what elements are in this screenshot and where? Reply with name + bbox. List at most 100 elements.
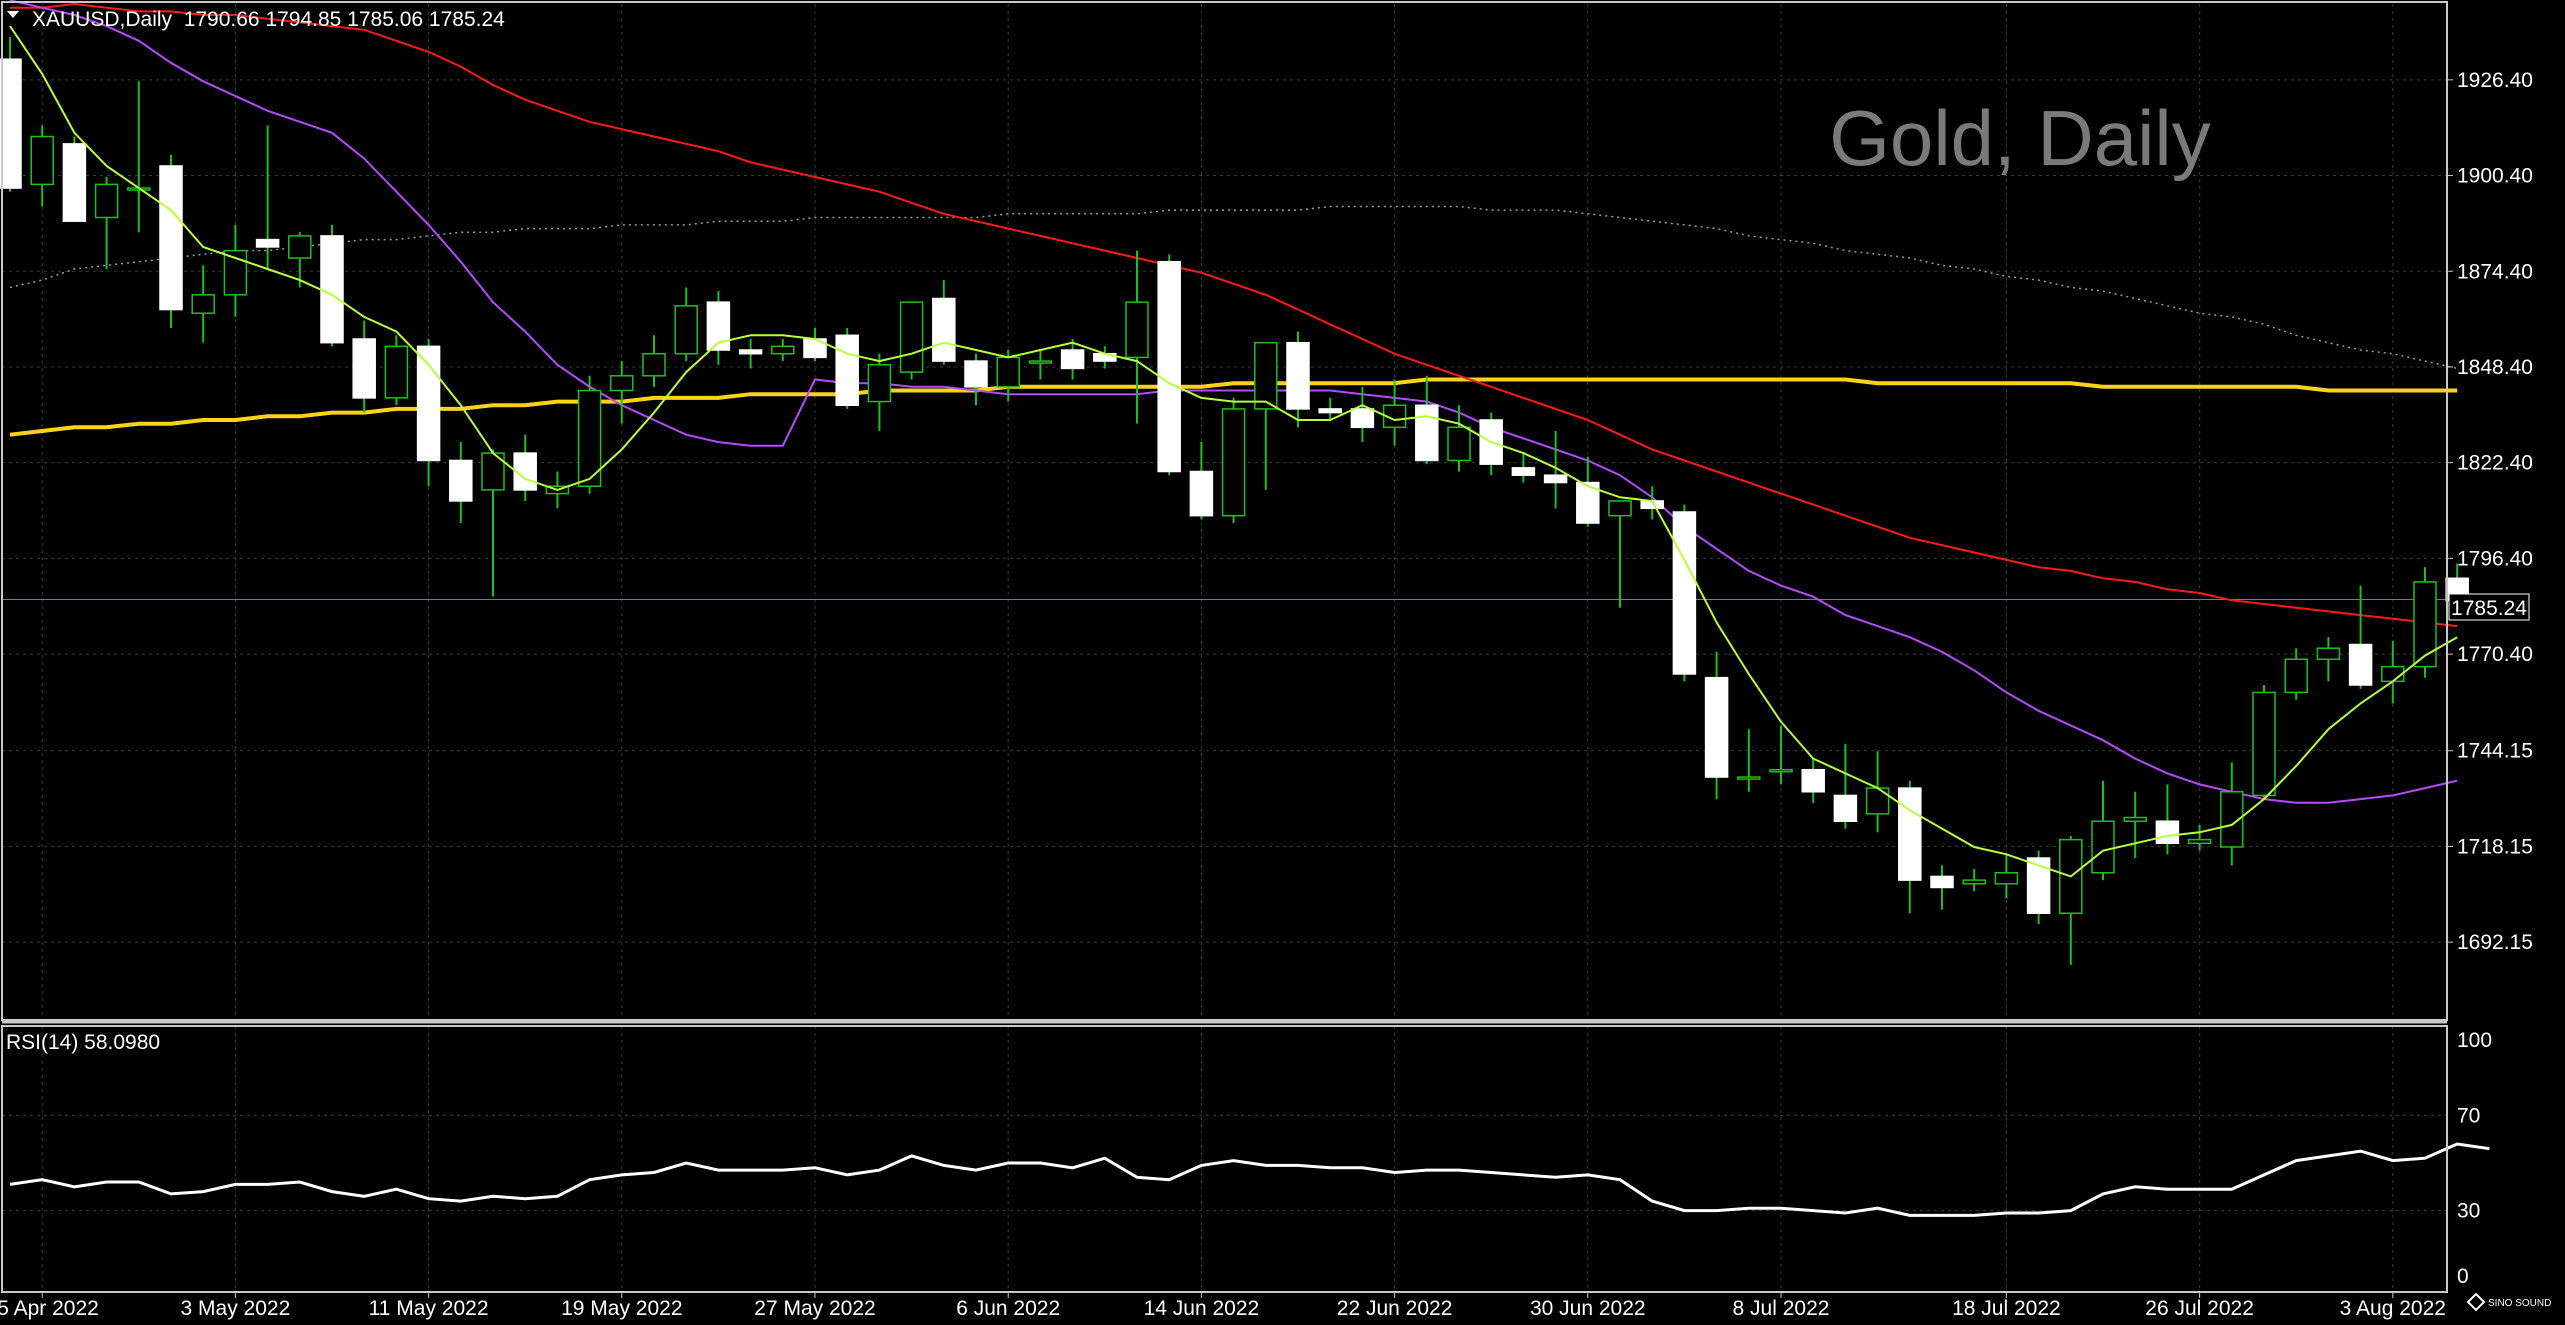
ma-line-ma_slow [10,2,2458,628]
candle-bearish [738,349,763,355]
candle-bullish [996,356,1020,388]
time-axis-label: 30 Jun 2022 [1530,1297,1646,1320]
candle-bearish [1157,260,1181,473]
candle-bullish [2187,838,2212,845]
candle-bearish [2155,820,2180,845]
candle-bearish [1543,474,1568,484]
rsi-panel [9,1142,2490,1217]
candle-bullish [610,375,634,392]
candle-bullish [1221,408,1246,517]
candle-bearish [706,301,731,351]
candle-bullish [191,294,215,314]
candle-bearish [0,58,22,189]
ma-line-ma_fast [9,25,2458,878]
candle-bearish [1286,341,1310,410]
rsi-axis-label: 30 [2457,1200,2480,1223]
candle-bullish [1769,768,1793,773]
moving-average-fast [9,25,2458,878]
candle-bullish [288,235,312,259]
price-axis-label: 1874.40 [2457,260,2533,283]
candle-bearish [352,338,376,399]
candle-bullish [2220,791,2244,848]
price-axis-label: 1718.15 [2457,835,2533,858]
time-axis-label: 8 Jul 2022 [1733,1297,1830,1320]
rsi-line [9,1142,2490,1217]
candle-bearish [62,143,87,222]
candle-bullish [1447,426,1471,462]
candle-bullish [867,364,892,403]
time-axis-label: 22 Jun 2022 [1337,1297,1453,1320]
candle-bullish [2252,691,2276,797]
price-axis-label: 1796.40 [2457,547,2533,570]
candle-bullish [2123,816,2147,822]
symbol-ohlc-label: XAUUSD,Daily 1790.66 1794.85 1785.06 178… [32,8,505,31]
candle-bearish [1704,676,1729,778]
candle-bearish [932,297,956,362]
candles [0,37,2469,965]
time-axis-label: 11 May 2022 [369,1297,489,1320]
candle-bullish [2284,658,2308,694]
candle-bullish [2316,647,2341,660]
time-axis-label: 14 Jun 2022 [1144,1297,1260,1320]
candle-bearish [1511,467,1536,476]
candle-bullish [94,183,119,219]
moving-average-slow [10,2,2458,628]
candle-bullish [1962,879,1986,885]
main-panel-frame [1,1,2448,1021]
rsi-axis-label: 100 [2457,1029,2492,1052]
price-axis-label: 1692.15 [2457,931,2533,954]
candle-bullish [384,345,409,399]
grid [2,4,2447,1292]
candle-bearish [1833,794,1858,822]
candle-bullish [1382,404,1407,429]
time-axis-label: 18 Jul 2022 [1952,1297,2061,1320]
candle-bearish [2348,643,2373,686]
rsi-label: RSI(14) 58.0980 [6,1031,160,1054]
time-axis-label: 3 Aug 2022 [2340,1297,2446,1320]
candle-bullish [577,389,602,487]
time-axis-label: 26 Jul 2022 [2145,1297,2254,1320]
price-axis-label: 1822.40 [2457,452,2533,475]
candle-bearish [1415,404,1439,462]
candle-bullish [1865,787,1890,815]
candle-bullish [1254,341,1278,410]
candle-bearish [1930,875,1954,889]
price-axis-label: 1900.40 [2457,165,2533,188]
candle-bearish [1060,349,1085,370]
candle-bullish [2091,820,2115,874]
time-axis-label: 27 May 2022 [754,1297,875,1320]
candle-bullish [1608,500,1632,517]
candle-bearish [1801,768,1825,793]
price-axis-label: 1848.40 [2457,356,2533,379]
candle-bearish [159,165,183,311]
candle-bullish [30,135,54,186]
candle-bullish [1737,776,1761,780]
symbol-dropdown-icon[interactable] [7,11,19,18]
rsi-panel-frame [1,1025,2448,1293]
brand-logo-icon [2466,1292,2486,1312]
candle-bullish [1994,872,2019,885]
price-axis-label: 1744.15 [2457,740,2533,763]
time-axis-label: 3 May 2022 [181,1297,291,1320]
candle-bullish [771,345,795,355]
candle-bearish [2026,857,2051,914]
candle-bullish [2413,581,2437,668]
rsi-axis-label: 0 [2457,1265,2469,1288]
candle-bearish [964,360,988,388]
candle-bullish [642,352,666,377]
candle-bullish [674,305,698,355]
time-axis-label: 19 May 2022 [561,1297,682,1320]
chart-watermark: Gold, Daily [1829,94,2210,182]
candle-bearish [1318,408,1342,414]
current-price-tag [2448,593,2530,621]
price-axis-label: 1770.40 [2457,643,2533,666]
candle-bearish [1576,481,1600,524]
moving-average-mid [9,0,2458,804]
time-axis-label: 6 Jun 2022 [956,1297,1060,1320]
ma-line-ma_mid [9,0,2458,804]
candle-bearish [1350,408,1375,429]
candle-bearish [1189,470,1214,517]
